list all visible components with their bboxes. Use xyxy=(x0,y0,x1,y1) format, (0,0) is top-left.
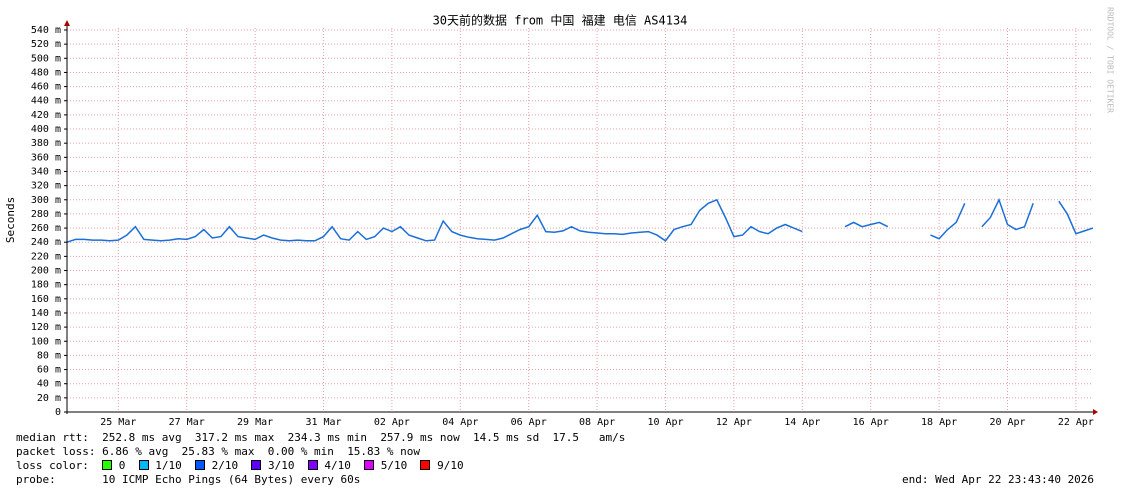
rtt-stat: 317.2 ms max xyxy=(194,431,275,444)
x-tick-label: 06 Apr xyxy=(511,417,547,428)
y-tick-label: 60 m xyxy=(37,365,61,376)
y-tick-label: 320 m xyxy=(31,181,61,192)
y-tick-label: 200 m xyxy=(31,266,61,277)
y-arrow xyxy=(64,20,70,26)
x-tick-label: 22 Apr xyxy=(1058,417,1094,428)
y-axis-label: Seconds xyxy=(4,197,17,243)
grid xyxy=(64,28,1093,413)
loss-color-text: 9/10 xyxy=(437,459,464,472)
y-tick-label: 400 m xyxy=(31,124,61,135)
plot-area xyxy=(67,28,1093,412)
loss-line: packet loss: 6.86 % avg 25.83 % max 0.00… xyxy=(16,445,420,459)
y-tick-label: 500 m xyxy=(31,53,61,64)
rtt-stat: 252.8 ms avg xyxy=(102,431,182,444)
y-tick-label: 220 m xyxy=(31,251,61,262)
loss-color-text: 5/10 xyxy=(380,459,408,472)
y-tick-label: 20 m xyxy=(37,393,61,404)
y-tick-label: 240 m xyxy=(31,237,61,248)
y-tick-label: 140 m xyxy=(31,308,61,319)
y-tick-label: 480 m xyxy=(31,67,61,78)
loss-stat: 15.83 % now xyxy=(347,445,421,458)
loss-swatch xyxy=(138,460,149,470)
rtt-stat: am/s xyxy=(598,431,626,444)
x-arrow xyxy=(1093,409,1098,415)
y-tick-label: 460 m xyxy=(31,82,61,93)
y-tick-label: 540 m xyxy=(31,25,61,36)
y-tick-label: 260 m xyxy=(31,223,61,234)
loss-swatch xyxy=(102,460,113,470)
y-tick-label: 380 m xyxy=(31,138,61,149)
x-tick-label: 16 Apr xyxy=(853,417,889,428)
probe-label: probe: xyxy=(16,473,56,486)
x-tick-label: 04 Apr xyxy=(442,417,478,428)
loss-color-text: 0 xyxy=(118,459,126,472)
y-tick-label: 420 m xyxy=(31,110,61,121)
loss-color-text: 3/10 xyxy=(267,459,295,472)
y-tick-label: 360 m xyxy=(31,152,61,163)
chart-title: 30天前的数据 from 中国 福建 电信 AS4134 xyxy=(433,13,688,28)
y-tick-label: 440 m xyxy=(31,96,61,107)
y-tick-label: 280 m xyxy=(31,209,61,220)
x-tick-label: 25 Mar xyxy=(100,417,136,428)
y-tick-label: 80 m xyxy=(37,350,61,361)
y-tick-label: 100 m xyxy=(31,336,61,347)
x-tick-label: 10 Apr xyxy=(647,417,683,428)
probe-line: probe: 10 ICMP Echo Pings (64 Bytes) eve… xyxy=(16,473,360,487)
x-tick-label: 20 Apr xyxy=(989,417,1025,428)
y-tick-label: 520 m xyxy=(31,39,61,50)
rtt-line: median rtt: 252.8 ms avg 317.2 ms max 23… xyxy=(16,431,625,445)
loss-stat: 0.00 % min xyxy=(267,445,334,458)
loss-color-text: 1/10 xyxy=(155,459,182,472)
loss-swatch xyxy=(364,460,375,470)
loss-stat: 25.83 % max xyxy=(181,445,255,458)
rtt-stat: 17.5 xyxy=(552,431,580,444)
watermark: RRDTOOL / TOBI OETIKER xyxy=(1106,7,1115,113)
loss-color-text: 4/10 xyxy=(324,459,351,472)
loss-swatch xyxy=(420,460,431,470)
y-tick-label: 120 m xyxy=(31,322,61,333)
y-tick-label: 0 xyxy=(55,407,61,418)
x-tick-label: 31 Mar xyxy=(305,417,341,428)
y-tick-label: 40 m xyxy=(37,379,61,390)
loss-swatch xyxy=(251,460,262,470)
loss-swatch xyxy=(307,460,318,470)
x-tick-label: 02 Apr xyxy=(374,417,410,428)
rtt-label: median rtt: xyxy=(16,431,89,444)
x-tick-label: 08 Apr xyxy=(579,417,615,428)
loss-color-label: loss color: xyxy=(16,459,89,472)
rtt-stat: 257.9 ms now xyxy=(380,431,460,444)
loss-stat: 6.86 % avg xyxy=(102,445,169,458)
loss-label: packet loss: xyxy=(16,445,96,458)
loss-color-text: 2/10 xyxy=(211,459,239,472)
y-tick-label: 340 m xyxy=(31,166,61,177)
end-time: end: Wed Apr 22 23:43:40 2026 xyxy=(902,473,1095,486)
y-tick-label: 160 m xyxy=(31,294,61,305)
probe: 10 ICMP Echo Pings (64 Bytes) every 60s xyxy=(102,473,361,486)
x-tick-label: 18 Apr xyxy=(921,417,957,428)
rtt-stat: 14.5 ms sd xyxy=(473,431,540,444)
x-tick-label: 27 Mar xyxy=(169,417,205,428)
y-tick-label: 180 m xyxy=(31,280,61,291)
x-tick-label: 14 Apr xyxy=(784,417,820,428)
marks xyxy=(66,197,1094,243)
loss-swatch xyxy=(194,460,205,470)
y-tick-label: 300 m xyxy=(31,195,61,206)
loss-color-line: loss color: 0 1/10 2/10 3/10 4/10 5/10 9… xyxy=(16,459,477,473)
x-tick-label: 29 Mar xyxy=(237,417,273,428)
rtt-stat: 234.3 ms min xyxy=(287,431,368,444)
rtt-line xyxy=(66,197,1094,243)
x-tick-label: 12 Apr xyxy=(716,417,752,428)
